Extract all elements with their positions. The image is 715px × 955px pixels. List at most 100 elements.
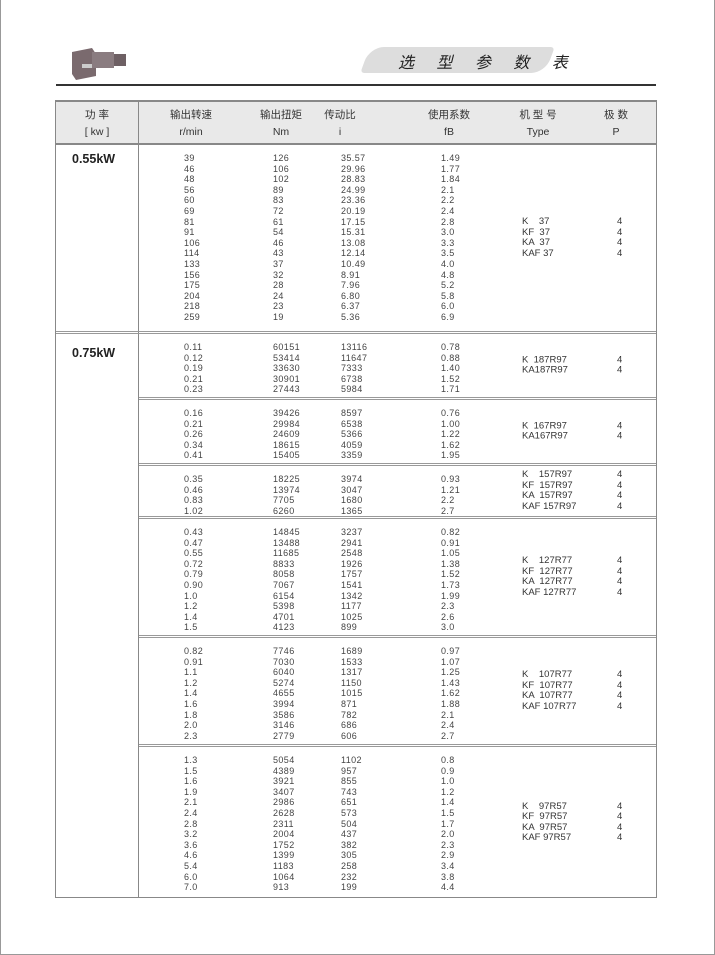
column-header: 极 数 P <box>576 107 656 141</box>
table-cell: 5054 <box>273 755 295 765</box>
pole-count: 4 <box>617 215 623 227</box>
table-cell: 1.52 <box>441 569 461 580</box>
table-cell: 6.0 <box>184 871 198 882</box>
table-cell: 1365 <box>341 505 363 516</box>
table-cell: 0.8 <box>441 755 455 765</box>
table-cell: 7030 <box>273 656 295 667</box>
model-group: 0.16 39426 8597 0.76 0.21 29984 6538 1.00 0.26 24… <box>139 400 656 466</box>
table-cell: 1025 <box>341 611 363 622</box>
column-header-cn: 机 型 号 <box>519 109 557 121</box>
table-cell: 39 <box>184 153 195 163</box>
table-row: 0.79 8058 1757 1.52 <box>139 569 461 580</box>
table-cell: 1.3 <box>184 755 198 765</box>
table-cell: 3146 <box>273 720 295 731</box>
table-cell: 23.36 <box>341 195 366 206</box>
table-cell: 3.2 <box>184 829 198 840</box>
model-type: KF 127R77 <box>522 565 573 577</box>
model-type: KA 37 <box>522 237 550 248</box>
model-type: KA 127R77 <box>522 576 573 587</box>
table-cell: 1.2 <box>441 786 455 797</box>
type-row: KA187R97 4 <box>522 365 632 377</box>
model-type: KF 107R77 <box>522 679 573 691</box>
table-row: 1.6 3921 855 1.0 <box>139 776 459 787</box>
table-row: 3.2 2004 437 2.0 <box>139 829 459 840</box>
table-cell: 54 <box>273 227 284 238</box>
table-row: 0.11 60151 13116 0.78 <box>139 342 460 353</box>
table-cell: 4389 <box>273 765 295 776</box>
table-cell: 1.77 <box>441 163 461 174</box>
table-cell: 5366 <box>341 429 363 440</box>
model-group: 0.35 18225 3974 0.93 0.46 13974 3047 1.21 0.83 77… <box>139 466 656 519</box>
table-cell: 83 <box>273 195 284 206</box>
table-cell: 4059 <box>341 439 363 450</box>
table-cell: 5984 <box>341 384 363 395</box>
table-cell: 19 <box>273 311 284 322</box>
column-header-unit: i <box>338 126 342 138</box>
table-cell: 175 <box>184 280 201 291</box>
table-cell: 1.62 <box>441 688 461 699</box>
table-cell: 11685 <box>273 548 300 559</box>
type-row: KAF 37 4 <box>522 247 632 260</box>
table-row: 114 43 12.14 3.5 <box>139 248 459 259</box>
table-cell: 2.8 <box>184 818 198 829</box>
table-cell: 1.07 <box>441 656 461 667</box>
type-row: K 157R97 4 <box>522 469 632 481</box>
type-row: KAF 127R77 4 <box>522 586 632 599</box>
table-cell: 10.49 <box>341 258 366 269</box>
type-row: K 187R97 4 <box>522 353 632 366</box>
table-cell: 2.4 <box>441 205 455 216</box>
page-title: 选 型 参 数 表 <box>398 55 577 72</box>
table-cell: 30901 <box>273 373 301 384</box>
table-cell: 4.6 <box>184 850 198 861</box>
model-group: 0.43 14845 3237 0.82 0.47 13488 2941 0.91 0.55 11… <box>139 519 656 638</box>
table-row: 0.72 8833 1926 1.38 <box>139 559 460 570</box>
model-type: K 187R97 <box>522 353 567 365</box>
model-type: KA 97R57 <box>522 821 568 833</box>
column-header: 功 率 [ kw ] <box>56 107 138 141</box>
pole-count: 4 <box>617 247 623 259</box>
pole-count: 4 <box>617 586 623 598</box>
table-cell: 3407 <box>273 786 295 797</box>
table-cell: 0.76 <box>441 408 461 418</box>
table-cell: 18225 <box>273 474 301 484</box>
table-cell: 3237 <box>341 527 363 537</box>
table-cell: 2.1 <box>441 709 455 720</box>
table-cell: 1015 <box>341 688 363 699</box>
model-type: K 107R77 <box>522 668 573 680</box>
table-cell: 1.05 <box>441 548 461 559</box>
type-row: KF 107R77 4 <box>522 680 632 691</box>
table-cell: 15.31 <box>341 227 366 238</box>
table-cell: 8058 <box>273 569 295 580</box>
table-cell: 3.3 <box>441 237 455 248</box>
pole-count: 4 <box>617 679 623 691</box>
type-list: K 187R97 4 KA187R97 4 <box>522 353 632 377</box>
table-row: 0.55 11685 2548 1.05 <box>139 548 461 559</box>
power-label: 0.75kW <box>72 346 116 360</box>
table-cell: 20.19 <box>341 205 366 216</box>
table-cell: 29.96 <box>341 163 366 174</box>
table-row: 2.4 2628 573 1.5 <box>139 808 459 819</box>
model-type: K 37 <box>522 215 550 227</box>
pole-count: 4 <box>617 419 623 431</box>
table-row: 46 106 29.96 1.77 <box>139 163 461 175</box>
table-cell: 8597 <box>341 408 363 418</box>
table-cell: 1342 <box>341 590 363 601</box>
table-cell: 1.5 <box>441 807 455 818</box>
table-cell: 1.9 <box>184 786 198 797</box>
table-cell: 0.16 <box>184 408 204 418</box>
type-row: KAF 107R77 4 <box>522 701 632 713</box>
table-row: 204 24 6.80 5.8 <box>139 291 459 302</box>
table-cell: 69 <box>184 205 195 216</box>
table-cell: 0.35 <box>184 474 204 484</box>
pole-count: 4 <box>617 479 623 491</box>
type-row: KAF 97R57 4 <box>522 832 632 844</box>
table-cell: 1.0 <box>184 590 198 601</box>
table-row: 0.16 39426 8597 0.76 <box>139 408 461 419</box>
table-cell: 5.4 <box>184 860 198 871</box>
table-cell: 0.46 <box>184 484 204 495</box>
table-cell: 1.43 <box>441 677 461 688</box>
table-cell: 2.4 <box>184 807 198 818</box>
table-cell: 24.99 <box>341 184 366 195</box>
table-row: 0.19 33630 7333 1.40 <box>139 363 460 374</box>
type-row: KA 97R57 4 <box>522 821 632 834</box>
